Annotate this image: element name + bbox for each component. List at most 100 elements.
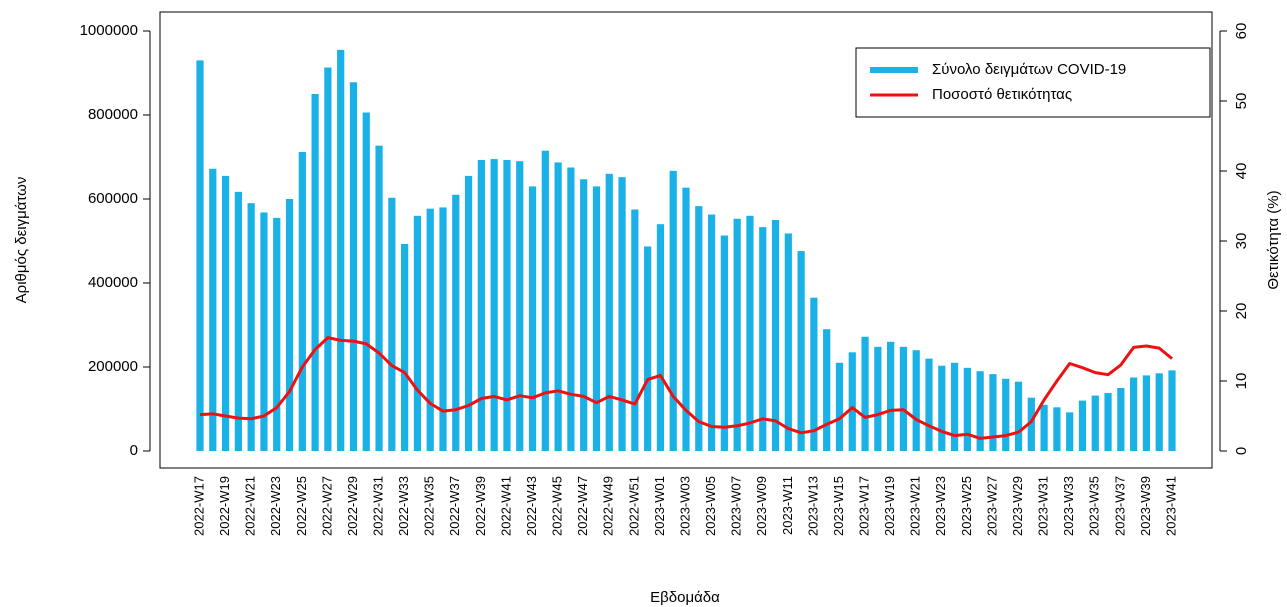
bar: [695, 206, 703, 451]
bar: [797, 251, 805, 451]
x-tick-label: 2022-W49: [601, 476, 616, 536]
y-tick-label: 200000: [88, 358, 138, 375]
bar: [759, 227, 767, 451]
x-tick-label: 2023-W25: [959, 476, 974, 536]
bar: [746, 215, 754, 451]
bar: [950, 362, 959, 451]
bar: [567, 167, 575, 451]
bar: [656, 224, 665, 451]
bar: [631, 209, 639, 451]
x-tick-label: 2023-W35: [1087, 476, 1102, 536]
bar: [477, 159, 485, 451]
y-tick-label: 600000: [88, 190, 138, 207]
bar: [707, 214, 716, 451]
bar: [273, 217, 281, 451]
y2-tick-label: 40: [1233, 163, 1250, 180]
legend-label: Σύνολο δειγμάτων COVID-19: [932, 61, 1126, 78]
bar: [925, 358, 933, 451]
bar: [1027, 397, 1035, 451]
bar: [1002, 378, 1010, 451]
bar: [401, 243, 409, 451]
x-tick-label: 2023-W15: [831, 476, 846, 536]
bar: [784, 233, 792, 451]
y-axis-title: Αριθμός δειγμάτων: [13, 177, 30, 304]
bar: [554, 162, 562, 451]
legend-label: Ποσοστό θετικότητας: [932, 86, 1072, 103]
y-tick-label: 400000: [88, 274, 138, 291]
x-tick-label: 2022-W29: [345, 476, 360, 536]
bar: [618, 177, 626, 451]
bar: [541, 150, 549, 451]
bar: [1155, 373, 1163, 451]
x-tick-label: 2023-W41: [1163, 476, 1178, 536]
bar: [311, 94, 319, 451]
bar: [592, 186, 601, 451]
bar: [899, 346, 908, 451]
bar: [976, 371, 984, 451]
bar: [1117, 388, 1125, 451]
bar: [644, 246, 652, 451]
x-tick-label: 2022-W43: [524, 476, 539, 536]
x-tick-label: 2022-W21: [243, 476, 258, 536]
bar: [1040, 404, 1048, 451]
x-tick-label: 2022-W19: [217, 476, 232, 536]
bar: [285, 199, 294, 451]
bar: [375, 145, 383, 451]
y2-tick-label: 0: [1233, 447, 1250, 455]
bar: [580, 179, 588, 451]
bar: [362, 112, 370, 451]
bar: [989, 374, 997, 451]
bar: [1130, 377, 1138, 451]
bar: [1142, 375, 1151, 451]
x-tick-label: 2023-W27: [984, 476, 999, 536]
x-tick-label: 2023-W07: [729, 476, 744, 536]
bar: [439, 207, 447, 451]
bar: [260, 212, 268, 451]
y2-axis-title: Θετικότητα (%): [1265, 190, 1282, 289]
x-tick-label: 2022-W33: [396, 476, 411, 536]
bar: [1014, 381, 1023, 451]
x-tick-label: 2022-W45: [550, 476, 565, 536]
bar: [823, 329, 831, 451]
bar: [324, 67, 332, 451]
bar: [912, 350, 920, 451]
bar: [1066, 412, 1074, 451]
bar: [196, 60, 204, 452]
bar: [874, 346, 882, 451]
bar: [1078, 400, 1087, 451]
plot-frame: [159, 11, 1213, 469]
bar: [938, 365, 946, 451]
bar: [733, 218, 741, 451]
x-tick-label: 2022-W25: [294, 476, 309, 536]
bar: [247, 203, 255, 451]
x-tick-label: 2022-W17: [191, 476, 206, 536]
x-tick-label: 2022-W37: [447, 476, 462, 536]
bar: [605, 173, 613, 452]
x-tick-label: 2022-W27: [319, 476, 334, 536]
bar: [720, 235, 728, 451]
y2-tick-label: 50: [1233, 93, 1250, 110]
x-tick-label: 2022-W23: [268, 476, 283, 536]
x-tick-label: 2022-W51: [626, 476, 641, 536]
bar: [490, 159, 498, 451]
bar: [528, 186, 537, 451]
x-tick-label: 2023-W21: [908, 476, 923, 536]
bar: [388, 197, 396, 451]
x-tick-label: 2023-W33: [1061, 476, 1076, 536]
bar: [682, 187, 690, 451]
line: [199, 336, 1173, 440]
x-tick-label: 2023-W05: [703, 476, 718, 536]
bar: [963, 367, 971, 451]
x-tick-label: 2022-W35: [422, 476, 437, 536]
x-tick-label: 2022-W39: [473, 476, 488, 536]
bar: [1168, 370, 1176, 451]
x-tick-label: 2022-W31: [370, 476, 385, 536]
x-tick-label: 2023-W09: [754, 476, 769, 536]
bar: [452, 194, 460, 452]
bar: [810, 297, 818, 451]
bar: [221, 175, 230, 451]
x-axis-title: Εβδομάδα: [650, 589, 720, 606]
bar: [413, 215, 422, 451]
